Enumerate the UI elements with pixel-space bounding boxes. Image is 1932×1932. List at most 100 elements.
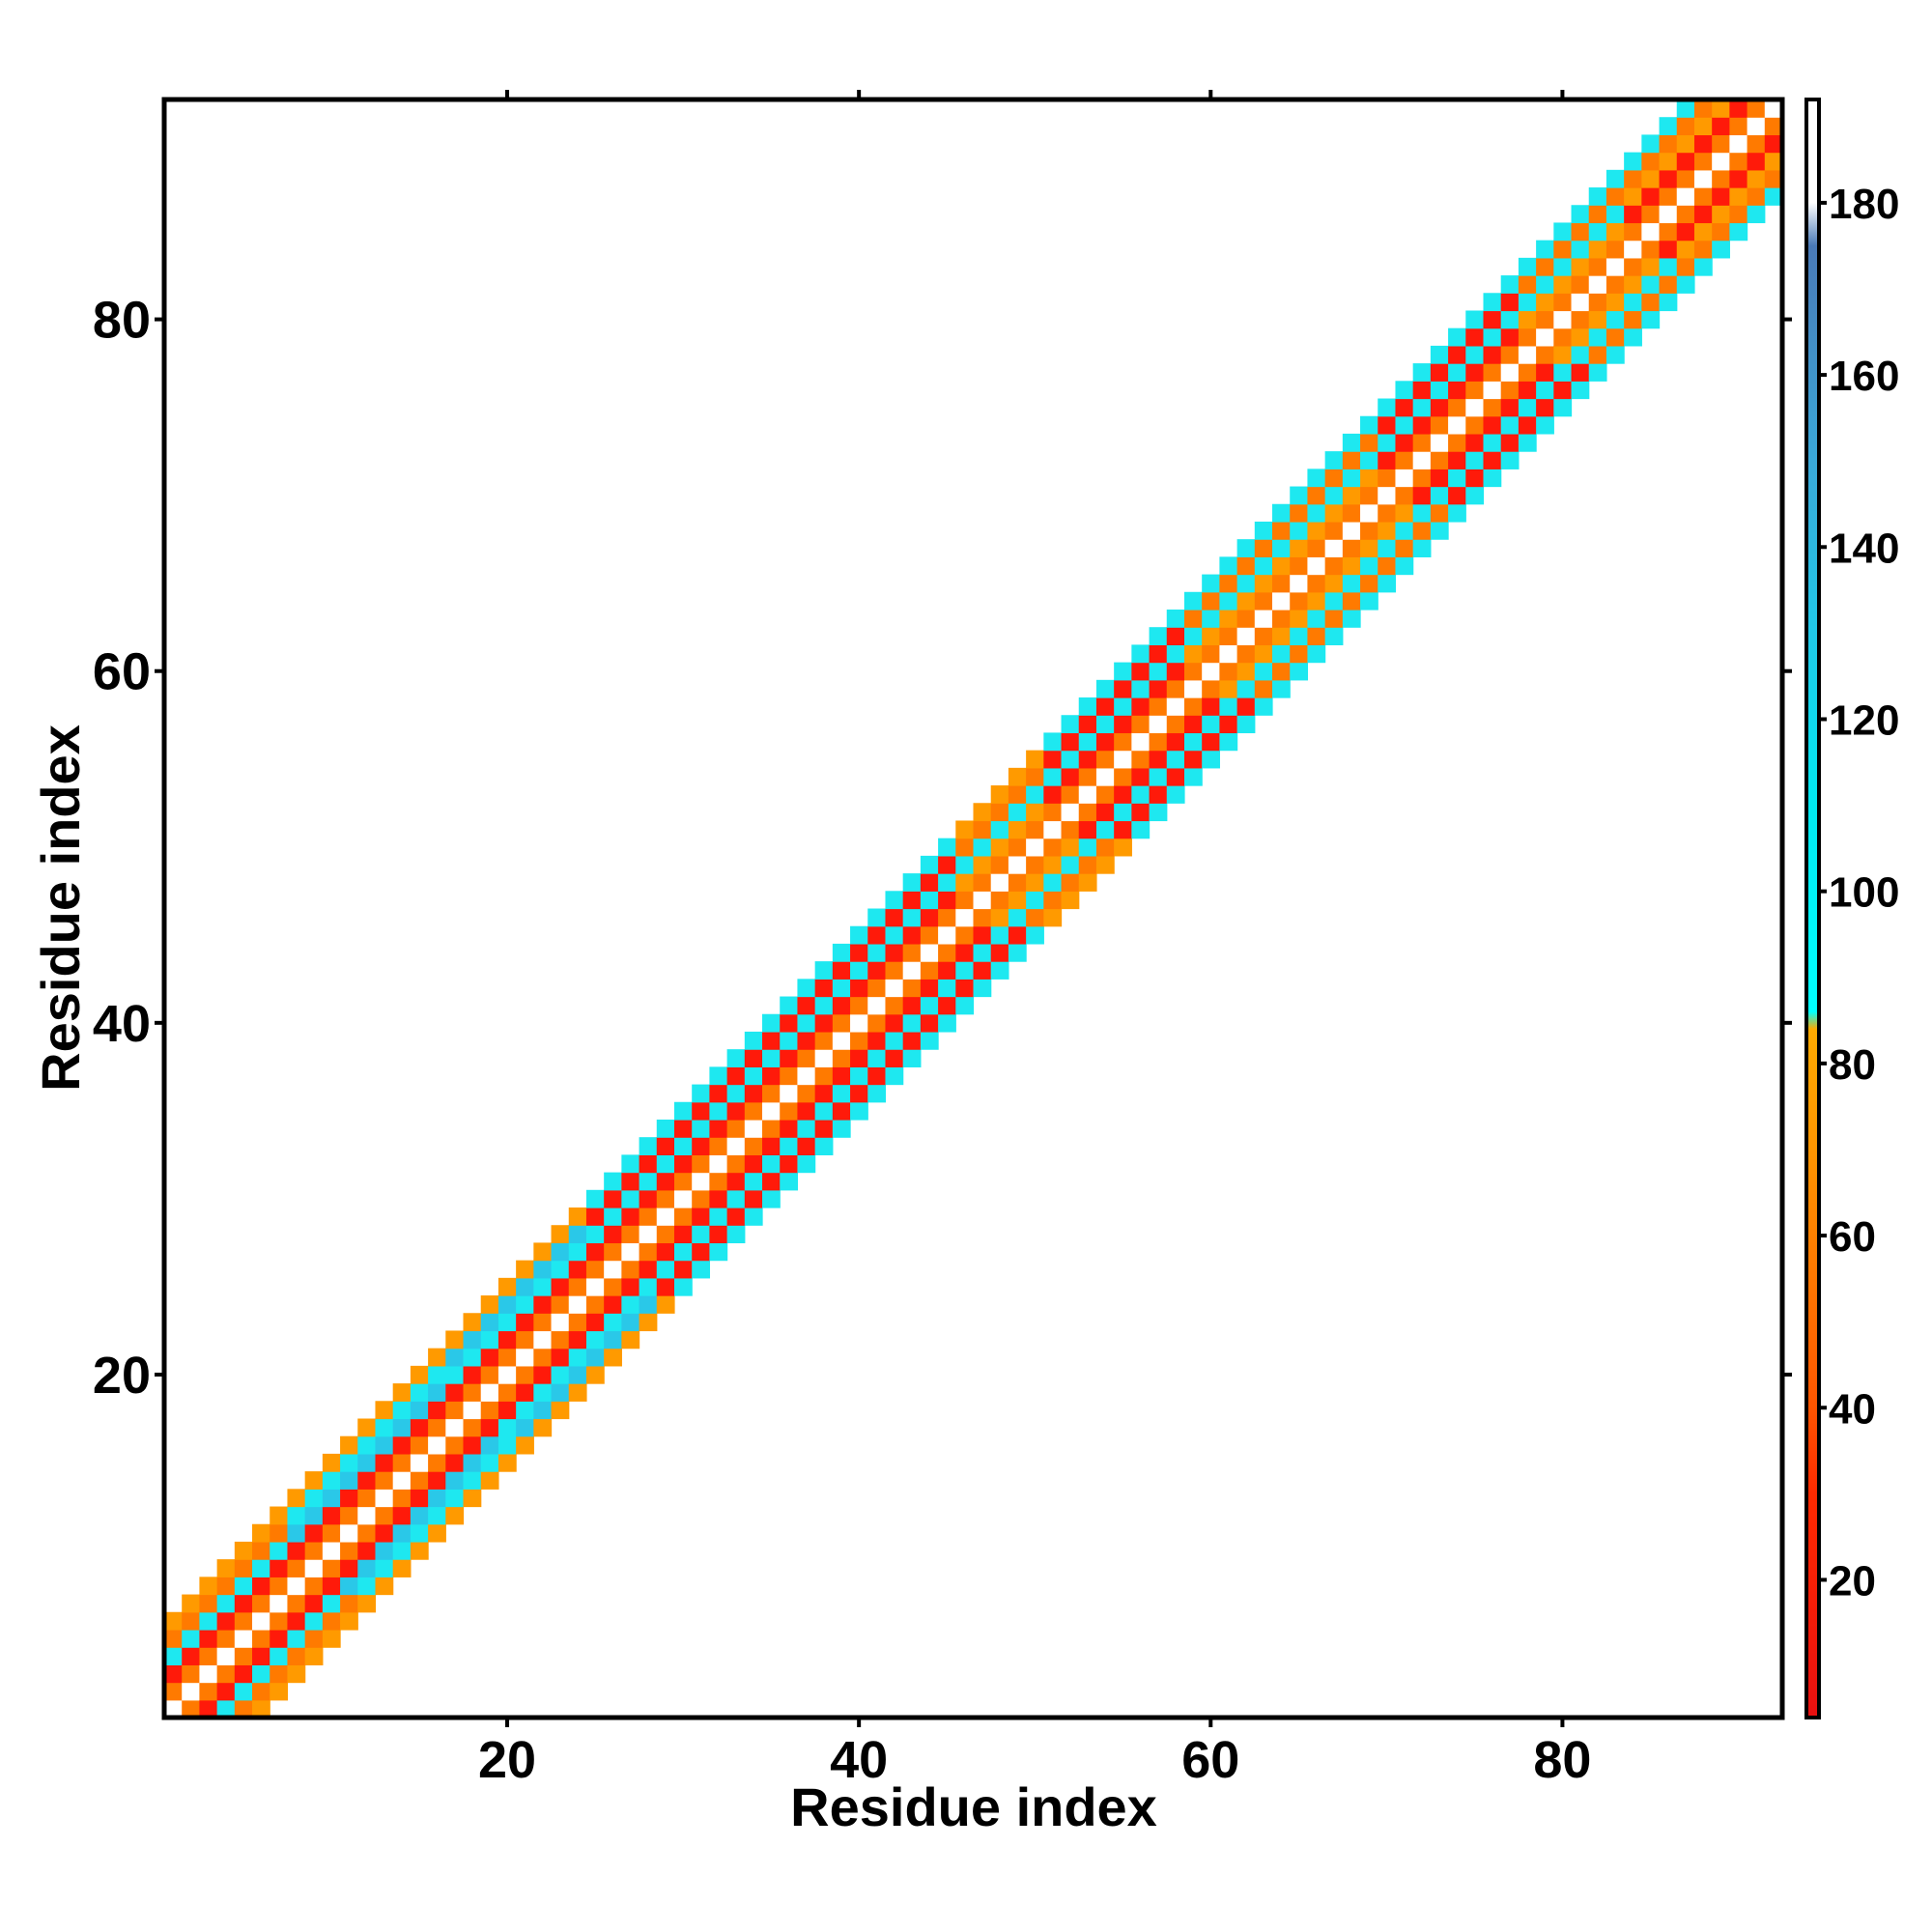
heatmap-cell — [726, 1066, 746, 1086]
heatmap-cell — [1183, 697, 1203, 716]
heatmap-cell — [340, 1523, 358, 1543]
heatmap-cell — [1131, 785, 1151, 804]
heatmap-cell — [1448, 327, 1466, 347]
heatmap-cell — [1624, 187, 1642, 206]
heatmap-cell — [656, 1189, 675, 1208]
heatmap-cell — [1342, 503, 1361, 523]
heatmap-cell — [938, 996, 956, 1015]
heatmap-cells — [164, 99, 1783, 1719]
y-axis-label: Residue index — [30, 724, 91, 1092]
heatmap-cell — [463, 1435, 482, 1455]
heatmap-cell — [234, 1611, 253, 1631]
heatmap-cell — [1676, 222, 1695, 242]
heatmap-cell — [938, 943, 956, 962]
heatmap-cell — [1360, 591, 1378, 611]
heatmap-cell — [1202, 662, 1220, 681]
heatmap-cell — [1483, 293, 1502, 312]
heatmap-cell — [1254, 679, 1273, 698]
heatmap-cell — [1676, 275, 1695, 294]
heatmap-cell — [428, 1523, 446, 1543]
heatmap-cell — [375, 1523, 394, 1543]
heatmap-cell — [1254, 574, 1273, 593]
colorbar-tick-label: 100 — [1829, 869, 1899, 917]
heatmap-cell — [216, 1559, 236, 1577]
heatmap-cell — [1078, 785, 1097, 804]
heatmap-cell — [270, 1682, 289, 1701]
heatmap-cell — [252, 1611, 270, 1631]
heatmap-cell — [322, 1629, 341, 1648]
heatmap-cell — [428, 1383, 446, 1402]
heatmap-cell — [920, 1031, 939, 1050]
heatmap-cell — [709, 1225, 728, 1244]
heatmap-cell — [797, 1084, 816, 1103]
heatmap-cell — [270, 1559, 289, 1577]
heatmap-cell — [1693, 152, 1713, 171]
heatmap-cell — [1095, 732, 1115, 752]
heatmap-cell — [322, 1489, 341, 1508]
heatmap-cell — [1202, 591, 1220, 611]
heatmap-cell — [814, 1066, 834, 1086]
heatmap-cell — [673, 1242, 693, 1262]
heatmap-cell — [375, 1471, 394, 1490]
heatmap-cell — [357, 1523, 377, 1543]
heatmap-cell — [1500, 345, 1520, 364]
heatmap-cell — [216, 1664, 236, 1684]
heatmap-cell — [1676, 187, 1695, 206]
heatmap-cell — [1166, 662, 1185, 681]
colorbar-tick-label: 120 — [1829, 696, 1899, 744]
heatmap-cell — [428, 1348, 446, 1367]
heatmap-cell — [1588, 222, 1607, 242]
heatmap-cell — [780, 1172, 799, 1191]
heatmap-cell — [1641, 275, 1661, 294]
heatmap-cell — [199, 1664, 218, 1684]
heatmap-cell — [1166, 785, 1185, 804]
heatmap-cell — [1764, 117, 1783, 136]
heatmap-cell — [392, 1559, 412, 1577]
heatmap-cell — [990, 803, 1009, 822]
heatmap-cell — [1571, 327, 1590, 347]
heatmap-cell — [814, 1031, 834, 1050]
heatmap-cell — [1430, 521, 1449, 540]
heatmap-cell — [1588, 240, 1607, 259]
heatmap-cell — [1272, 627, 1291, 646]
heatmap-cell — [1149, 767, 1168, 786]
heatmap-cell — [1219, 697, 1238, 716]
heatmap-cell — [1026, 908, 1044, 927]
heatmap-cell — [1061, 838, 1080, 857]
heatmap-cell — [990, 820, 1009, 839]
heatmap-cell — [463, 1383, 482, 1402]
heatmap-cell — [1571, 381, 1590, 400]
heatmap-cell — [270, 1611, 289, 1631]
heatmap-cell — [1219, 732, 1238, 752]
heatmap-cell — [902, 943, 922, 962]
heatmap-cell — [920, 943, 939, 962]
heatmap-cell — [973, 803, 992, 822]
heatmap-cell — [867, 1084, 887, 1103]
heatmap-cell — [392, 1471, 412, 1490]
heatmap-cell — [885, 908, 904, 927]
heatmap-cell — [1430, 415, 1449, 435]
heatmap-cell — [1536, 240, 1554, 259]
heatmap-cell — [1412, 521, 1432, 540]
heatmap-cell — [375, 1489, 394, 1508]
heatmap-cell — [1624, 275, 1642, 294]
heatmap-cell — [1430, 469, 1449, 488]
heatmap-cell — [322, 1594, 341, 1613]
heatmap-cell — [1659, 187, 1678, 206]
heatmap-cell — [1448, 433, 1466, 452]
heatmap-cell — [1518, 310, 1537, 329]
heatmap-cell — [1166, 715, 1185, 734]
heatmap-cell — [164, 1664, 183, 1684]
heatmap-cell — [287, 1541, 306, 1560]
heatmap-cell — [164, 1647, 183, 1665]
heatmap-cell — [1500, 381, 1520, 400]
heatmap-cell — [709, 1084, 728, 1103]
heatmap-cell — [533, 1295, 553, 1314]
heatmap-cell — [1236, 574, 1256, 593]
heatmap-cell — [445, 1435, 465, 1455]
heatmap-cell — [1378, 433, 1397, 452]
heatmap-cell — [1465, 486, 1485, 505]
heatmap-cell — [1764, 152, 1783, 171]
heatmap-cell — [1641, 134, 1661, 154]
